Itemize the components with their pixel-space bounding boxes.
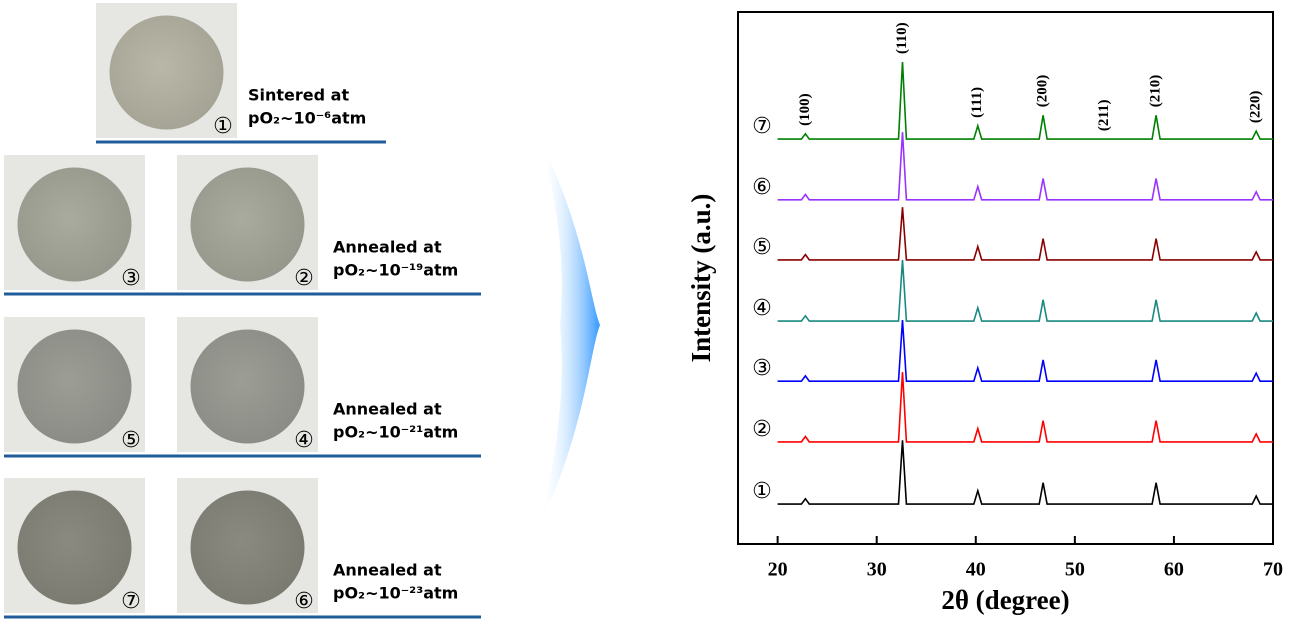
xrd-pattern xyxy=(777,61,1273,140)
xrd-pattern xyxy=(777,259,1273,322)
peak-label: (220) xyxy=(1248,91,1264,124)
x-tick-label: 40 xyxy=(966,559,986,581)
sample-label: ② xyxy=(294,266,314,291)
sample-label: ④ xyxy=(294,428,314,453)
x-tick-label: 50 xyxy=(1065,559,1085,581)
x-tick-label: 60 xyxy=(1164,559,1184,581)
caption: pO₂~10⁻¹⁹atm xyxy=(333,261,458,280)
sample-label: ⑥ xyxy=(294,589,314,614)
xrd-pattern xyxy=(777,319,1273,382)
caption: Annealed at xyxy=(333,561,442,580)
series-label: ④ xyxy=(752,296,772,321)
x-tick-label: 70 xyxy=(1263,559,1283,581)
peak-label: (211) xyxy=(1096,99,1112,131)
pellet-shade xyxy=(109,15,224,130)
xrd-pattern xyxy=(777,372,1273,443)
caption: Annealed at xyxy=(333,400,442,419)
y-axis-label: Intensity (a.u.) xyxy=(686,194,716,363)
chart: 20 30 40 50 60 70 2θ (degree) Intensity (a.u.) ①… xyxy=(686,11,1283,615)
pellet-shade xyxy=(17,329,132,444)
caption: pO₂~10⁻⁶atm xyxy=(248,109,366,128)
series-label: ⑦ xyxy=(752,114,772,139)
series-label: ⑤ xyxy=(752,235,772,260)
sample-label: ① xyxy=(213,114,233,139)
x-tick-label: 20 xyxy=(768,559,788,581)
peak-label: (111) xyxy=(969,87,985,118)
pellet-shade xyxy=(190,167,305,282)
peak-label: (200) xyxy=(1035,75,1051,108)
series-label: ③ xyxy=(752,356,772,381)
photo-panel: ① Sintered at pO₂~10⁻⁶atm ③ ② Annealed at pO₂~… xyxy=(4,3,481,619)
pellet-shade xyxy=(17,490,132,605)
arrow xyxy=(540,140,600,525)
pellet-shade xyxy=(190,490,305,605)
series-label: ① xyxy=(752,479,772,504)
xrd-pattern xyxy=(777,207,1273,261)
caption: Annealed at xyxy=(333,238,442,257)
sample-label: ③ xyxy=(121,266,141,291)
x-axis-label: 2θ (degree) xyxy=(941,585,1069,615)
caption: Sintered at xyxy=(248,86,349,105)
caption: pO₂~10⁻²¹atm xyxy=(333,423,458,442)
peak-label: (100) xyxy=(797,93,813,126)
peak-label: (210) xyxy=(1148,75,1164,108)
sample-label: ⑤ xyxy=(121,428,141,453)
plot-frame xyxy=(737,11,1274,545)
caption: pO₂~10⁻²³atm xyxy=(333,584,458,603)
pellet-shade xyxy=(17,167,132,282)
x-tick-label: 30 xyxy=(867,559,887,581)
peak-label: (110) xyxy=(894,22,910,54)
sample-label: ⑦ xyxy=(121,589,141,614)
series-label: ⑥ xyxy=(752,175,772,200)
xrd-pattern xyxy=(777,440,1273,505)
pellet-shade xyxy=(190,329,305,444)
xrd-pattern xyxy=(777,132,1273,201)
series-label: ② xyxy=(752,417,772,442)
